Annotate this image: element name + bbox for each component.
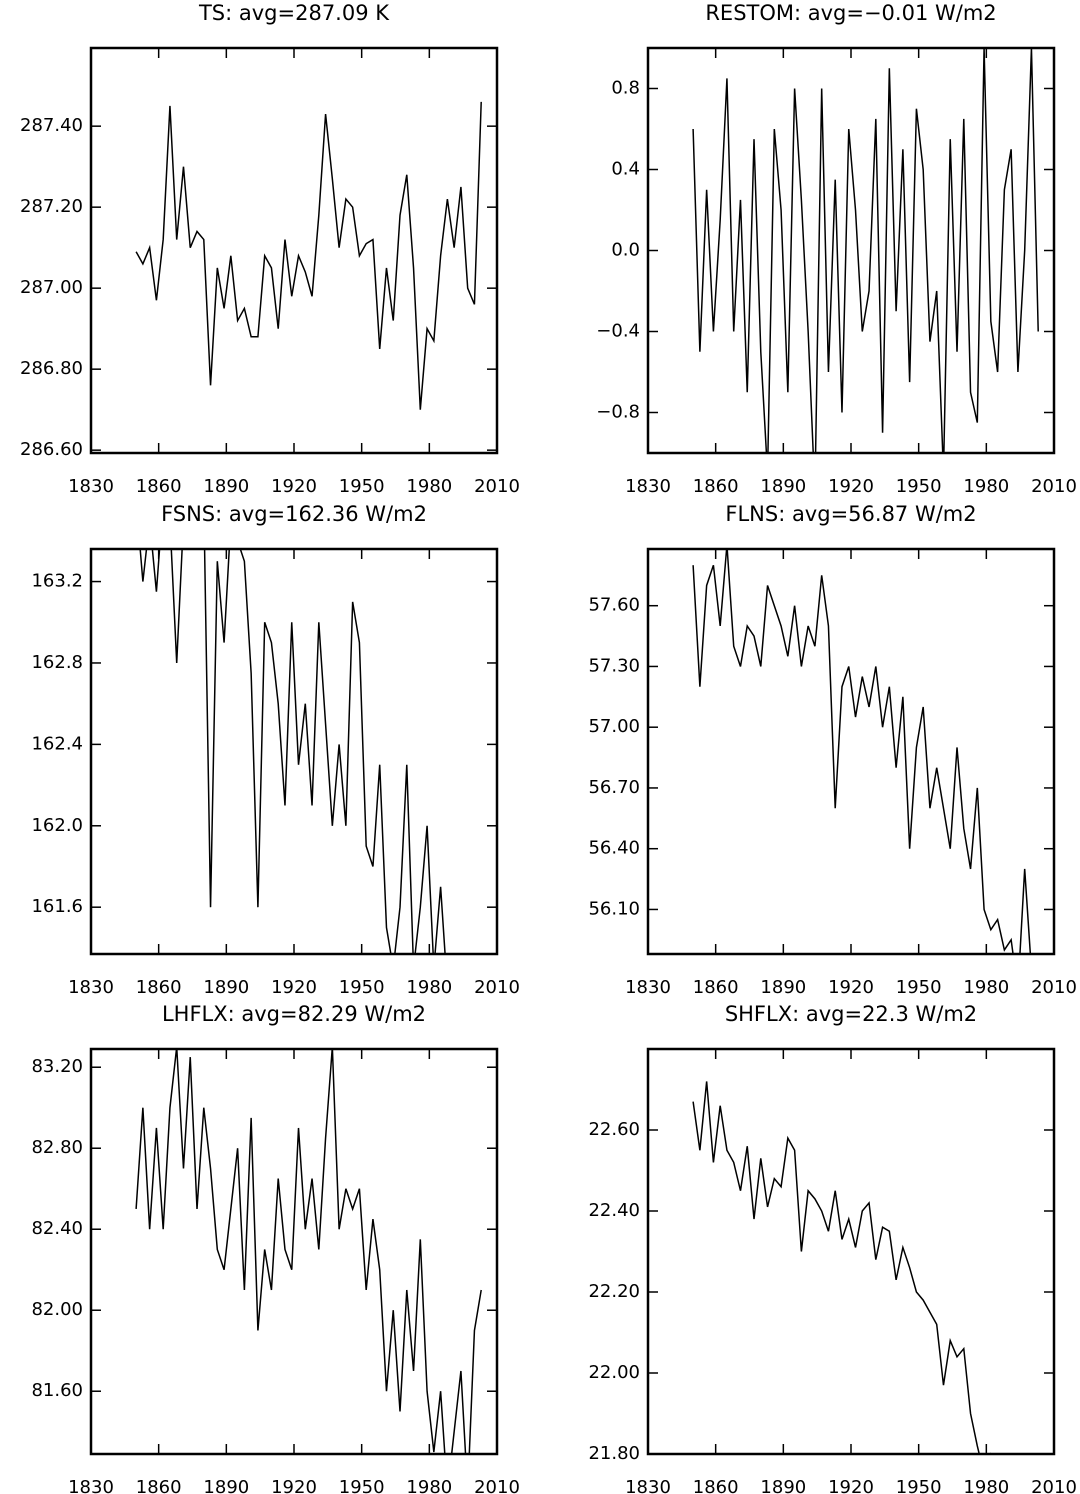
x-tick-label: 1830 <box>625 1477 671 1494</box>
x-tick-label: 1920 <box>271 977 317 998</box>
x-tick-label: 1980 <box>406 476 452 497</box>
x-tick-label: 1830 <box>625 476 671 497</box>
x-tick-label: 1890 <box>760 1477 806 1494</box>
panel-title: RESTOM: avg=−0.01 W/m2 <box>705 1 996 25</box>
x-tick-label: 1890 <box>760 476 806 497</box>
plot-frame <box>646 46 1056 455</box>
x-tick-label: 1860 <box>136 1477 182 1494</box>
x-tick-label: 1920 <box>271 1477 317 1494</box>
x-tick-label: 1830 <box>625 977 671 998</box>
x-tick-label: 1890 <box>203 476 249 497</box>
y-tick-label: 22.60 <box>588 1119 640 1140</box>
y-tick-label: 83.20 <box>31 1056 83 1077</box>
x-tick-label: 2010 <box>474 1477 520 1494</box>
y-tick-label: 286.80 <box>20 358 83 379</box>
y-tick-label: 57.00 <box>588 716 640 737</box>
y-tick-label: 161.6 <box>31 896 83 917</box>
y-tick-label: 81.60 <box>31 1380 83 1401</box>
panel: LHFLX: avg=82.29 W/m2 81.60 82.00 82.40 82.8… <box>31 1002 519 1494</box>
y-tick-label: 56.70 <box>588 777 640 798</box>
y-tick-label: −0.4 <box>596 321 640 342</box>
x-tick-label: 1890 <box>203 1477 249 1494</box>
data-line <box>135 1049 482 1454</box>
data-line <box>692 1081 992 1454</box>
y-tick-label: 57.30 <box>588 655 640 676</box>
x-tick-label: 1860 <box>693 476 739 497</box>
x-tick-label: 1890 <box>760 977 806 998</box>
x-tick-label: 1980 <box>406 977 452 998</box>
x-tick-label: 1890 <box>203 977 249 998</box>
y-tick-label: 287.00 <box>20 277 83 298</box>
plot-frame <box>89 1047 499 1456</box>
y-tick-label: 162.0 <box>31 815 83 836</box>
x-tick-label: 1860 <box>693 1477 739 1494</box>
y-tick-label: 286.60 <box>20 439 83 460</box>
y-tick-label: 82.80 <box>31 1137 83 1158</box>
x-tick-label: 1920 <box>828 1477 874 1494</box>
x-tick-label: 1980 <box>406 1477 452 1494</box>
y-tick-label: 162.4 <box>31 733 83 754</box>
y-tick-label: 22.20 <box>588 1281 640 1302</box>
x-tick-label: 1860 <box>136 977 182 998</box>
x-tick-label: 1830 <box>68 1477 114 1494</box>
y-tick-label: 0.8 <box>611 78 640 99</box>
x-tick-label: 1950 <box>339 476 385 497</box>
data-line <box>692 549 1032 954</box>
plot-frame <box>646 1047 1056 1456</box>
y-tick-label: 57.60 <box>588 595 640 616</box>
panel: SHFLX: avg=22.3 W/m2 21.80 22.00 22.20 22.40… <box>588 1002 1076 1494</box>
x-tick-label: 2010 <box>1031 476 1077 497</box>
data-line <box>139 549 446 954</box>
plot-frame <box>89 46 499 455</box>
x-tick-label: 1920 <box>271 476 317 497</box>
y-tick-label: 163.2 <box>31 571 83 592</box>
x-tick-label: 1980 <box>963 977 1009 998</box>
y-tick-label: 21.80 <box>588 1443 640 1464</box>
data-line <box>692 48 1039 453</box>
x-tick-label: 1830 <box>68 476 114 497</box>
x-tick-label: 1860 <box>693 977 739 998</box>
x-tick-label: 2010 <box>474 476 520 497</box>
x-tick-label: 1830 <box>68 977 114 998</box>
x-tick-label: 1920 <box>828 476 874 497</box>
x-tick-label: 1950 <box>896 476 942 497</box>
plot-frame <box>646 547 1056 956</box>
y-tick-label: 56.40 <box>588 838 640 859</box>
y-tick-label: 162.8 <box>31 652 83 673</box>
y-tick-label: 56.10 <box>588 898 640 919</box>
y-tick-label: 0.0 <box>611 240 640 261</box>
y-tick-label: 22.40 <box>588 1200 640 1221</box>
y-tick-label: 287.40 <box>20 115 83 136</box>
x-tick-label: 1950 <box>896 977 942 998</box>
panel: TS: avg=287.09 K 286.60 286.80 287.00 287.20… <box>20 1 520 497</box>
panel: RESTOM: avg=−0.01 W/m2 −0.8 −0.4 0.0 0.4 0.8 1… <box>596 1 1077 497</box>
x-tick-label: 2010 <box>474 977 520 998</box>
y-tick-label: 287.20 <box>20 196 83 217</box>
plot-frame <box>89 547 499 956</box>
x-tick-label: 2010 <box>1031 1477 1077 1494</box>
panel: FLNS: avg=56.87 W/m2 56.10 56.40 56.70 57.00… <box>588 502 1077 998</box>
y-tick-label: 22.00 <box>588 1362 640 1383</box>
x-tick-label: 1980 <box>963 1477 1009 1494</box>
data-line <box>135 101 482 410</box>
panel-title: SHFLX: avg=22.3 W/m2 <box>725 1002 977 1026</box>
x-tick-label: 1950 <box>896 1477 942 1494</box>
panel-title: FSNS: avg=162.36 W/m2 <box>161 502 427 526</box>
x-tick-label: 1950 <box>339 1477 385 1494</box>
x-tick-label: 1920 <box>828 977 874 998</box>
y-tick-label: 82.40 <box>31 1218 83 1239</box>
x-tick-label: 1860 <box>136 476 182 497</box>
y-tick-label: 0.4 <box>611 159 640 180</box>
panel-title: TS: avg=287.09 K <box>198 1 390 25</box>
x-tick-label: 1980 <box>963 476 1009 497</box>
panel: FSNS: avg=162.36 W/m2 161.6 162.0 162.4 162.… <box>31 502 520 998</box>
panel-title: LHFLX: avg=82.29 W/m2 <box>162 1002 426 1026</box>
panel-title: FLNS: avg=56.87 W/m2 <box>725 502 976 526</box>
y-tick-label: −0.8 <box>596 402 640 423</box>
x-tick-label: 1950 <box>339 977 385 998</box>
x-tick-label: 2010 <box>1031 977 1077 998</box>
y-tick-label: 82.00 <box>31 1299 83 1320</box>
